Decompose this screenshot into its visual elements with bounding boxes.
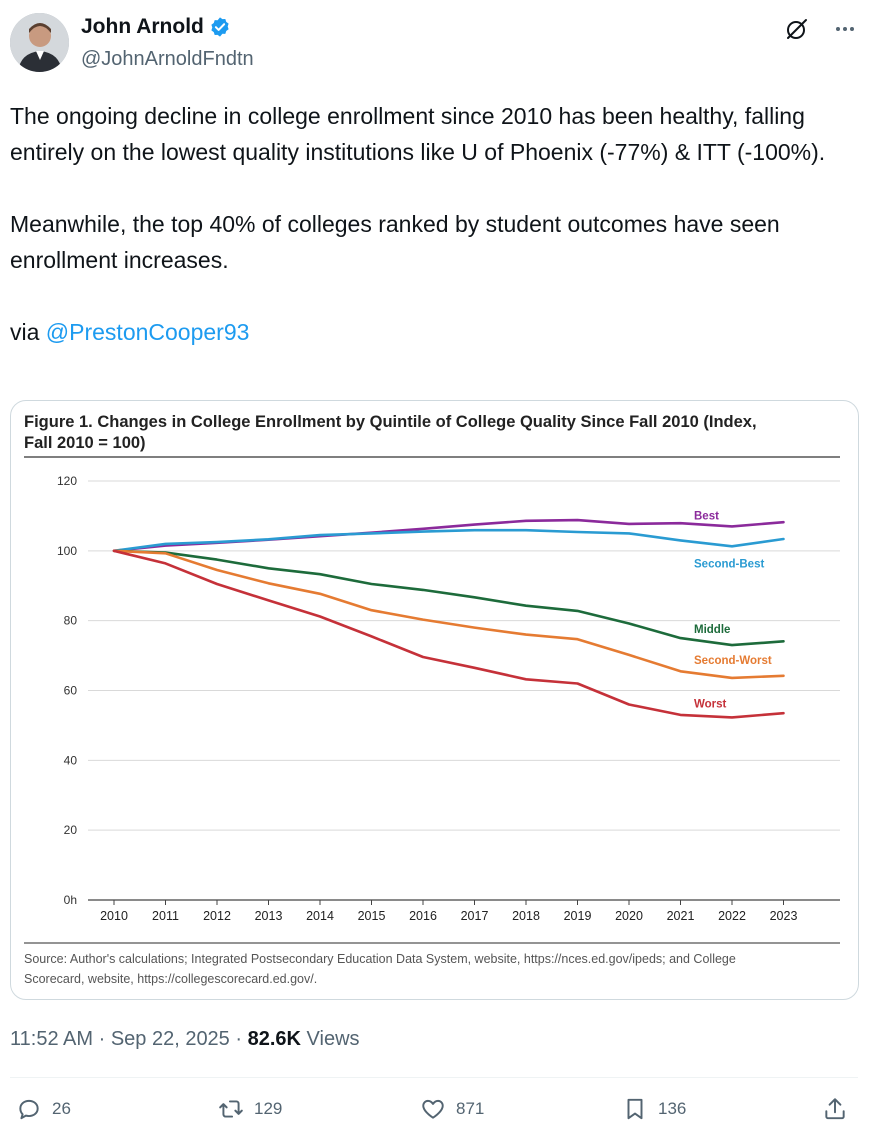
y-tick-label: 40	[64, 753, 78, 767]
chart-image-card[interactable]: Figure 1. Changes in College Enrollment …	[10, 400, 859, 1000]
like-button[interactable]: 871	[420, 1096, 484, 1122]
chart-source-line2: Scorecard, website, https://collegescore…	[24, 972, 317, 986]
series-label-second-worst: Second-Worst	[694, 655, 772, 667]
heart-icon	[422, 1099, 444, 1119]
series-line-worst	[112, 549, 785, 719]
grok-icon[interactable]	[784, 16, 810, 42]
x-tick-label: 2016	[409, 909, 437, 923]
avatar[interactable]	[10, 13, 69, 72]
y-tick-label: 20	[64, 823, 78, 837]
x-tick-label: 2011	[152, 909, 179, 923]
x-tick-label: 2014	[306, 909, 334, 923]
x-tick-label: 2022	[718, 909, 746, 923]
mention-link[interactable]: @PrestonCooper93	[45, 319, 250, 345]
repost-icon	[219, 1100, 243, 1118]
bookmark-icon	[627, 1098, 643, 1120]
author-name[interactable]: John Arnold	[81, 15, 204, 38]
reply-button[interactable]: 26	[16, 1096, 71, 1122]
y-tick-label: 60	[64, 684, 78, 698]
series-line-second-worst	[112, 549, 785, 680]
x-tick-label: 2015	[358, 909, 386, 923]
repost-count: 129	[254, 1099, 283, 1118]
x-tick-label: 2010	[100, 909, 128, 923]
x-tick-label: 2020	[615, 909, 643, 923]
x-tick-label: 2023	[770, 909, 798, 923]
tweet-time[interactable]: 11:52 AM	[10, 1028, 94, 1050]
series-line-middle	[112, 549, 785, 647]
action-bar: 26 129 871 136	[10, 1096, 855, 1132]
reply-icon	[19, 1099, 39, 1120]
chart-title-line2: Fall 2010 = 100)	[24, 434, 146, 452]
bookmark-button[interactable]: 136	[622, 1096, 686, 1122]
x-tick-label: 2021	[667, 909, 695, 923]
author-handle[interactable]: @JohnArnoldFndtn	[81, 48, 254, 70]
share-button[interactable]	[822, 1096, 848, 1122]
x-tick-label: 2018	[512, 909, 540, 923]
meta-separator: ·	[93, 1028, 111, 1050]
chart-title-line1: Figure 1. Changes in College Enrollment …	[24, 413, 757, 431]
reply-count: 26	[52, 1099, 71, 1118]
y-tick-label: 100	[57, 544, 77, 558]
enrollment-chart: Figure 1. Changes in College Enrollment …	[24, 413, 840, 986]
series-line-best	[112, 518, 785, 553]
verified-badge-icon	[211, 17, 229, 37]
more-options-icon[interactable]	[832, 16, 858, 42]
y-tick-label: 0h	[64, 893, 77, 907]
x-tick-label: 2017	[461, 909, 489, 923]
tweet-text: The ongoing decline in college enrollmen…	[10, 98, 865, 350]
y-tick-label: 80	[64, 614, 78, 628]
tweet-meta: 11:52 AM · Sep 22, 2025 · 82.6K Views	[10, 1028, 360, 1051]
chart-source-line1: Source: Author's calculations; Integrate…	[24, 952, 736, 966]
tweet-date[interactable]: Sep 22, 2025	[110, 1028, 230, 1050]
x-tick-label: 2019	[564, 909, 592, 923]
views-count: 82.6K	[247, 1028, 301, 1050]
views-label: Views	[300, 1028, 360, 1050]
series-label-second-best: Second-Best	[694, 558, 764, 570]
series-label-middle: Middle	[694, 624, 730, 636]
divider	[10, 1077, 858, 1078]
series-label-best: Best	[694, 510, 719, 522]
series-label-worst: Worst	[694, 698, 727, 710]
repost-button[interactable]: 129	[218, 1096, 282, 1122]
tweet-paragraph-1: The ongoing decline in college enrollmen…	[10, 103, 826, 165]
tweet-paragraph-2: Meanwhile, the top 40% of colleges ranke…	[10, 211, 780, 273]
via-text: via	[10, 319, 46, 345]
series-line-second-best	[112, 528, 785, 553]
tweet-paragraph-3: via @PrestonCooper93	[10, 314, 865, 350]
y-tick-label: 120	[57, 474, 77, 488]
x-tick-label: 2012	[203, 909, 231, 923]
meta-separator: ·	[229, 1028, 248, 1050]
bookmark-count: 136	[658, 1099, 687, 1118]
share-icon	[825, 1098, 845, 1120]
like-count: 871	[456, 1099, 485, 1118]
x-tick-label: 2013	[255, 909, 283, 923]
